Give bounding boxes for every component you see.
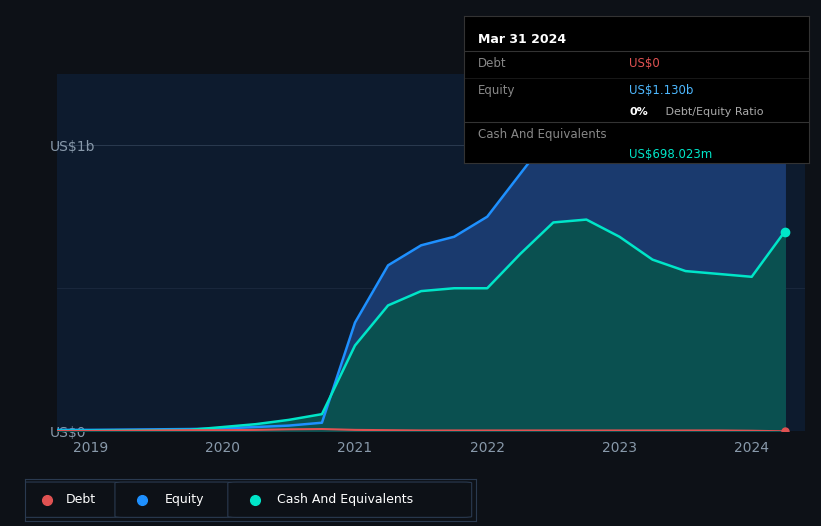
Text: Mar 31 2024: Mar 31 2024 xyxy=(478,34,566,46)
Text: 0%: 0% xyxy=(630,107,648,117)
FancyBboxPatch shape xyxy=(115,482,232,518)
Text: US$0: US$0 xyxy=(630,57,660,70)
FancyBboxPatch shape xyxy=(20,482,120,518)
Text: US$698.023m: US$698.023m xyxy=(630,148,713,161)
Text: Cash And Equivalents: Cash And Equivalents xyxy=(478,128,606,141)
Text: Cash And Equivalents: Cash And Equivalents xyxy=(277,493,414,506)
Text: Debt: Debt xyxy=(66,493,95,506)
Text: Debt/Equity Ratio: Debt/Equity Ratio xyxy=(662,107,764,117)
Text: Debt: Debt xyxy=(478,57,507,70)
FancyBboxPatch shape xyxy=(228,482,472,518)
Text: US$1.130b: US$1.130b xyxy=(630,84,694,97)
Text: Equity: Equity xyxy=(478,84,515,97)
Text: Equity: Equity xyxy=(165,493,204,506)
